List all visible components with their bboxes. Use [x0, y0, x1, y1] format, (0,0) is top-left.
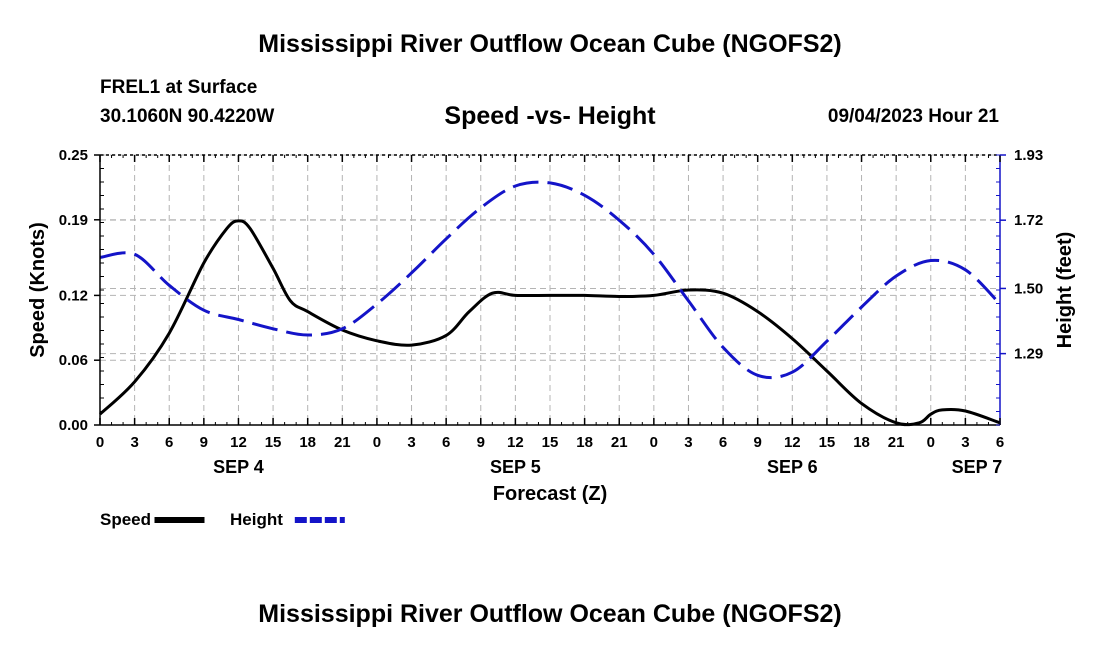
x-day-label: SEP 4: [213, 457, 264, 477]
x-tick-label: 6: [442, 434, 450, 451]
x-tick-label: 18: [576, 434, 593, 451]
grid-lines: [100, 154, 1000, 425]
y-axis-title: Speed (Knots): [27, 222, 49, 358]
x-tick-label: 12: [507, 434, 524, 451]
x-tick-label: 9: [200, 434, 208, 451]
footer-title: Mississippi River Outflow Ocean Cube (NG…: [258, 600, 842, 628]
series-layer: [98, 180, 1002, 427]
x-tick-label: 0: [96, 434, 104, 451]
y2-tick-label: 1.29: [1014, 346, 1043, 363]
series-line-height: [99, 180, 1002, 380]
y-tick-label: 0.00: [59, 417, 88, 434]
x-tick-label: 9: [754, 434, 762, 451]
station-coordinates: 30.1060N 90.4220W: [100, 106, 275, 127]
axes: [94, 154, 1006, 426]
x-tick-label: 6: [165, 434, 173, 451]
x-tick-label: 6: [996, 434, 1004, 451]
forecast-datetime: 09/04/2023 Hour 21: [827, 106, 999, 127]
x-tick-label: 12: [784, 434, 801, 451]
x-tick-label: 18: [299, 434, 316, 451]
x-tick-label: 0: [650, 434, 658, 451]
x-tick-label: 6: [719, 434, 727, 451]
legend: Speed Height: [100, 510, 345, 529]
chart-subtitle: Speed -vs- Height: [444, 102, 656, 130]
x-tick-label: 0: [927, 434, 935, 451]
station-label: FREL1 at Surface: [100, 77, 258, 98]
y-tick-label: 0.06: [59, 352, 88, 369]
legend-label-height: Height: [230, 510, 283, 529]
y2-tick-label: 1.50: [1014, 280, 1043, 297]
x-day-label: SEP 7: [952, 457, 1003, 477]
x-day-label: SEP 5: [490, 457, 541, 477]
x-day-label: SEP 6: [767, 457, 818, 477]
x-tick-label: 3: [684, 434, 692, 451]
y-tick-label: 0.25: [59, 147, 88, 164]
x-tick-label: 12: [230, 434, 247, 451]
y2-tick-label: 1.93: [1014, 147, 1043, 164]
y-tick-label: 0.12: [59, 287, 88, 304]
y2-axis-title: Height (feet): [1054, 232, 1076, 349]
x-tick-label: 3: [130, 434, 138, 451]
x-tick-label: 15: [819, 434, 836, 451]
x-tick-label: 21: [888, 434, 905, 451]
x-axis-title: Forecast (Z): [493, 483, 607, 505]
x-tick-label: 3: [407, 434, 415, 451]
x-tick-label: 15: [542, 434, 559, 451]
x-tick-label: 9: [477, 434, 485, 451]
chart-main-title: Mississippi River Outflow Ocean Cube (NG…: [258, 30, 842, 58]
legend-label-speed: Speed: [100, 510, 151, 529]
x-tick-label: 3: [961, 434, 969, 451]
x-tick-label: 18: [853, 434, 870, 451]
y-tick-label: 0.19: [59, 212, 88, 229]
x-tick-label: 21: [334, 434, 351, 451]
y2-tick-label: 1.72: [1014, 212, 1043, 229]
axis-labels: 0 3 6 9 12 15 18 21 0 3 6 9 12 15 18 21 0 3 6 9 12 15 18 21 0 3 6 S…: [27, 147, 1076, 505]
x-tick-label: 15: [265, 434, 282, 451]
x-tick-label: 0: [373, 434, 381, 451]
series-line-speed: [98, 219, 1001, 427]
x-tick-label: 21: [611, 434, 628, 451]
